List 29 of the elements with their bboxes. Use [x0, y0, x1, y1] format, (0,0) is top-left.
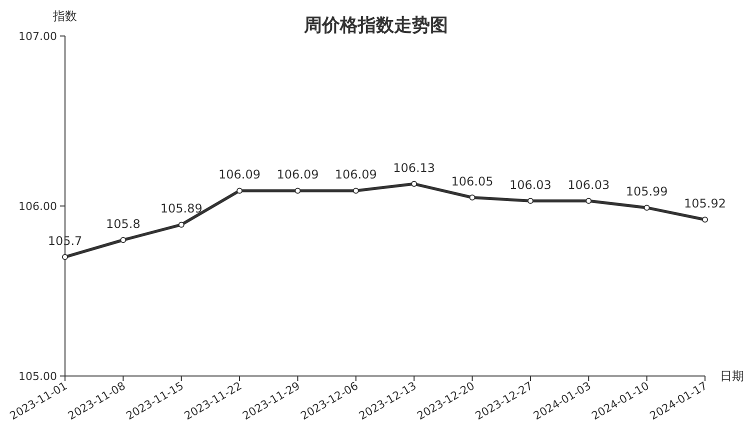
point — [294, 188, 301, 194]
point — [236, 188, 243, 194]
y-tick-label: 105.00 — [18, 370, 57, 383]
point — [178, 222, 184, 228]
point — [120, 237, 126, 243]
x-axis-title: 日期 — [720, 369, 744, 383]
data-label: 105.99 — [626, 184, 668, 199]
data-label: 106.09 — [334, 168, 377, 182]
y-axis-title: 指数 — [52, 9, 77, 23]
point — [469, 194, 476, 200]
data-label: 106.13 — [393, 160, 436, 175]
data-label: 106.05 — [451, 174, 494, 188]
data-label: 105.8 — [106, 217, 140, 231]
point — [527, 198, 534, 204]
chart-title: 周价格指数走势图 — [303, 15, 448, 36]
point — [62, 254, 68, 260]
data-label: 106.03 — [568, 178, 610, 192]
data-label: 106.09 — [276, 168, 319, 182]
data-label: 105.92 — [684, 196, 726, 211]
point — [352, 188, 359, 194]
data-label: 106.09 — [218, 168, 261, 182]
point — [411, 180, 418, 187]
point — [702, 216, 708, 223]
y-tick-label: 107.00 — [18, 30, 57, 43]
y-tick-label: 106.00 — [18, 200, 57, 213]
data-label: 105.89 — [160, 202, 202, 216]
point — [586, 198, 592, 204]
point — [644, 204, 650, 211]
data-label: 106.03 — [509, 178, 552, 192]
